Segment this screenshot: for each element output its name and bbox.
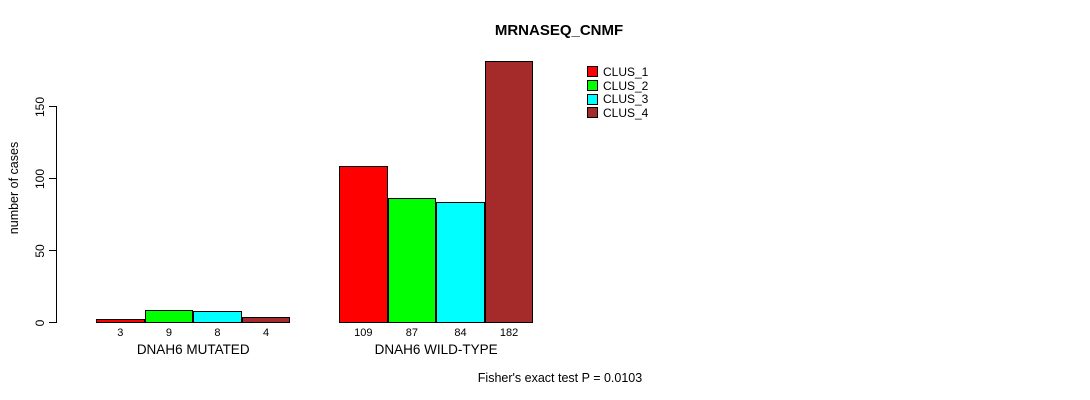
x-axis-group-label: DNAH6 MUTATED: [136, 342, 250, 357]
bar-value-label: 87: [405, 327, 419, 339]
legend-label: CLUS_2: [603, 78, 649, 93]
legend-label: CLUS_4: [603, 105, 649, 120]
bar-value-label: 84: [454, 327, 467, 339]
legend-swatch-icon: [587, 107, 598, 119]
y-axis-tick-label: 50: [33, 243, 47, 258]
y-axis-tick: [49, 322, 56, 323]
y-axis-tick: [49, 250, 56, 251]
y-axis-line: [56, 106, 57, 323]
y-axis-title: number of cases: [7, 141, 21, 235]
legend-label: CLUS_3: [603, 92, 649, 107]
bar-clus_1: [339, 166, 388, 323]
bar-value-label: 109: [354, 327, 373, 339]
y-axis-tick-label: 150: [33, 96, 47, 117]
bar-value-label: 3: [117, 327, 124, 339]
bar-clus_1: [96, 318, 145, 323]
y-axis-tick-label: 100: [33, 168, 47, 189]
y-axis-tick: [49, 106, 56, 107]
y-axis-tick: [49, 178, 56, 179]
legend-item-clus_2: CLUS_2: [587, 79, 648, 93]
legend-item-clus_1: CLUS_1: [587, 65, 648, 79]
bar-value-label: 8: [214, 327, 221, 339]
bar-clus_4: [241, 317, 291, 323]
bar-value-label: 182: [499, 327, 519, 339]
legend-swatch-icon: [587, 66, 598, 78]
bar-clus_4: [484, 60, 534, 323]
legend: CLUS_1 CLUS_2 CLUS_3 CLUS_4: [587, 65, 648, 120]
x-axis-group-label: DNAH6 WILD-TYPE: [374, 342, 498, 357]
bar-clus_3: [436, 202, 485, 323]
y-axis-tick-label: 0: [33, 319, 47, 326]
legend-swatch-icon: [587, 93, 598, 105]
legend-item-clus_4: CLUS_4: [587, 106, 648, 120]
bar-clus_2: [144, 310, 194, 323]
legend-swatch-icon: [587, 80, 598, 92]
fisher-test-annotation: Fisher's exact test P = 0.0103: [477, 371, 643, 385]
legend-label: CLUS_1: [603, 64, 649, 79]
bar-clus_2: [387, 197, 437, 323]
bar-value-label: 9: [165, 327, 172, 339]
bar-value-label: 4: [263, 327, 270, 339]
legend-item-clus_3: CLUS_3: [587, 92, 648, 106]
chart-title: MRNASEQ_CNMF: [494, 22, 624, 39]
bar-clus_3: [193, 311, 242, 323]
